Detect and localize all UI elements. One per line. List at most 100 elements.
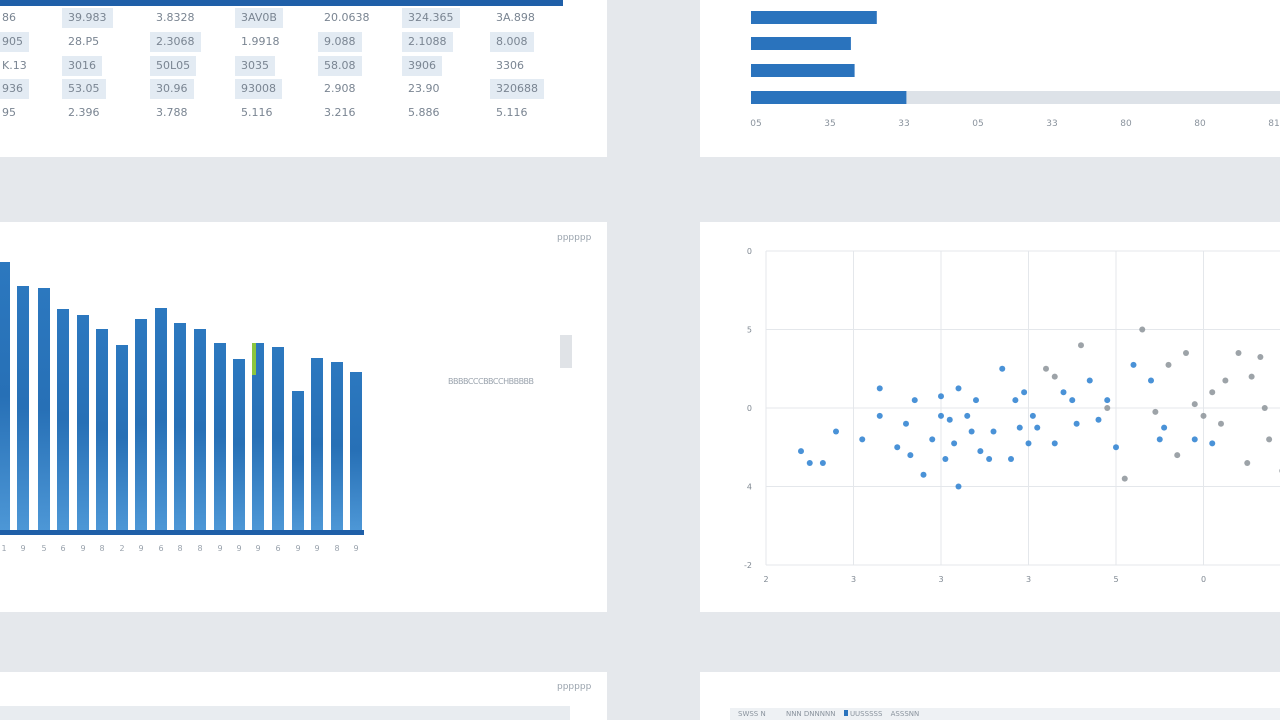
table-cell: 5.116 — [241, 106, 273, 119]
scatter-point — [1016, 424, 1023, 431]
scatter-point — [964, 412, 971, 419]
bar — [214, 343, 226, 530]
x-axis-line — [0, 530, 364, 535]
x-tick-label: 8 — [99, 544, 104, 553]
scatter-point — [986, 456, 993, 463]
table-cell: 3016 — [62, 56, 102, 76]
scatter-point — [798, 448, 804, 455]
table-cell: 20.0638 — [324, 11, 370, 24]
x-tick-label: 80 — [1120, 119, 1132, 129]
scatter-point — [1209, 440, 1216, 447]
bar — [233, 359, 245, 530]
table-cell: 3906 — [402, 56, 442, 76]
legend-label: BBBBCCCBBCCHBBBBB — [448, 377, 534, 386]
bar — [174, 323, 186, 530]
x-tick-label: 9 — [255, 544, 260, 553]
bar — [135, 319, 147, 530]
bar — [155, 308, 167, 530]
table-cell: 23.90 — [408, 82, 440, 95]
table-cell: 2.3068 — [150, 32, 201, 52]
bottom-left-panel: pppppp — [0, 672, 607, 720]
scatter-point — [1191, 436, 1198, 443]
scatter-point — [1152, 408, 1159, 415]
scatter-point — [1060, 389, 1067, 396]
scatter-point — [1161, 424, 1168, 431]
table-cell: 3.8328 — [156, 11, 195, 24]
y-tick-label: 0 — [747, 247, 752, 256]
scatter-point — [1034, 424, 1041, 431]
horizontal-bar-chart: 05 35 33 05 33 80 80 81 — [750, 11, 1280, 129]
scatter-point — [907, 452, 914, 459]
scatter-point — [951, 440, 958, 447]
panel-menu-label[interactable]: pppppp — [557, 233, 592, 243]
scatter-point — [876, 385, 883, 392]
x-tick-label: 05 — [750, 119, 761, 129]
x-tick-label: 05 — [972, 119, 983, 129]
scatter-point — [1261, 405, 1268, 411]
panel-menu-label[interactable]: pppppp — [557, 682, 592, 692]
scatter-point — [876, 412, 883, 419]
x-tick-label: 6 — [158, 544, 163, 553]
table-cell: 50L05 — [150, 56, 197, 76]
x-tick-label: 0 — [1201, 575, 1206, 584]
scatter-point — [1021, 389, 1028, 396]
x-tick-label: 9 — [295, 544, 300, 553]
bar — [331, 362, 343, 530]
x-tick-label: 9 — [138, 544, 143, 553]
bar-highlight — [252, 343, 256, 375]
table-cell: 9.088 — [318, 32, 362, 52]
scatter-point — [1025, 440, 1032, 447]
scatter-point — [806, 459, 813, 466]
x-tick-label: 8 — [177, 544, 182, 553]
x-tick-label: 8 — [197, 544, 202, 553]
bar — [17, 286, 29, 530]
scatter-chart: -2 4 0 5 0 2 3 3 3 5 0 — [744, 247, 1280, 584]
scatter-point — [1029, 412, 1036, 419]
table-cell: 58.08 — [318, 56, 362, 76]
x-tick-label: 9 — [217, 544, 222, 553]
bar — [751, 37, 851, 50]
y-tick-label: -2 — [744, 561, 752, 570]
scatter-point — [1200, 412, 1207, 419]
bar — [0, 262, 10, 530]
data-table-panel: 86 39.983 3.8328 3AV0B 20.0638 324.365 3A.898 9… — [0, 0, 607, 157]
table-cell: 53.05 — [62, 79, 106, 99]
scatter-point — [1073, 420, 1080, 427]
x-tick-label: 3 — [851, 575, 856, 584]
scatter-point — [1244, 459, 1251, 466]
scatter-point — [1008, 456, 1014, 463]
bar — [96, 329, 108, 530]
bar — [751, 11, 877, 24]
x-tick-label: 33 — [1046, 119, 1057, 129]
legend-item: ASSSNN — [890, 710, 920, 718]
scatter-point — [968, 428, 975, 435]
table-cell: 936 — [0, 79, 29, 99]
scatter-point — [929, 436, 936, 443]
table-cell: 324.365 — [402, 8, 460, 28]
scatter-point — [1183, 350, 1189, 357]
scatter-point — [1086, 377, 1093, 384]
table-cell: 3306 — [496, 59, 524, 72]
scatter-point — [1266, 436, 1273, 443]
x-tick-label: 9 — [20, 544, 25, 553]
table-cell: 28.P5 — [68, 35, 100, 48]
scatter-panel: -2 4 0 5 0 2 3 3 3 5 0 — [700, 222, 1280, 612]
table-cell: 30.96 — [150, 79, 194, 99]
scatter-point — [1130, 361, 1137, 368]
scatter-point — [894, 444, 901, 451]
scatter-point — [955, 483, 962, 490]
scatter-point — [833, 428, 839, 435]
table-cell: 95 — [2, 106, 16, 119]
x-tick-label: 9 — [353, 544, 358, 553]
y-tick-label: 4 — [747, 483, 752, 492]
table-cell: 5.886 — [408, 106, 440, 119]
scatter-point — [1012, 397, 1019, 404]
x-tick-label: 9 — [236, 544, 241, 553]
bar — [272, 347, 284, 530]
table-cell: 39.983 — [62, 8, 113, 28]
bar — [751, 64, 855, 77]
scatter-point — [1235, 350, 1242, 357]
x-tick-label: 1 — [1, 544, 6, 553]
table-cell: 905 — [0, 32, 29, 52]
scatter-point — [920, 471, 927, 478]
